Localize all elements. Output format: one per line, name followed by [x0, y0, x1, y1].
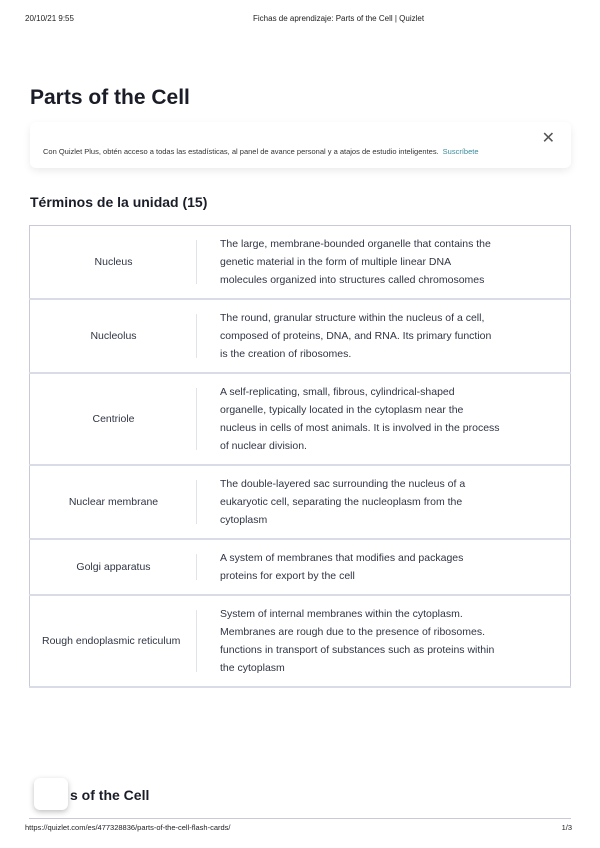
term-row: Nucleus The large, membrane-bounded organ…	[29, 225, 571, 300]
definition: The double-layered sac surrounding the n…	[197, 465, 571, 540]
term: Golgi apparatus	[29, 539, 197, 596]
definition: A self-replicating, small, fibrous, cyli…	[197, 373, 571, 466]
print-page-number: 1/3	[561, 823, 572, 832]
term-row: Golgi apparatus A system of membranes tha…	[29, 539, 571, 596]
upsell-banner: ✕ Con Quizlet Plus, obtén acceso a todas…	[30, 122, 571, 168]
banner-text: Con Quizlet Plus, obtén acceso a todas l…	[43, 147, 439, 156]
definition: System of internal membranes within the …	[197, 595, 571, 688]
print-doc-title: Fichas de aprendizaje: Parts of the Cell…	[253, 14, 425, 23]
term-row: Rough endoplasmic reticulum System of int…	[29, 595, 571, 688]
subscribe-link[interactable]: Suscríbete	[442, 147, 479, 156]
divider	[29, 818, 571, 819]
term-row: Centriole A self-replicating, small, fibr…	[29, 373, 571, 466]
term: Nucleolus	[29, 299, 197, 374]
term-row: Nuclear membrane The double-layered sac s…	[29, 465, 571, 540]
definition: The round, granular structure within the…	[197, 299, 571, 374]
page-title: Parts of the Cell	[30, 86, 190, 109]
term: Centriole	[29, 373, 197, 466]
print-datetime: 20/10/21 9:55	[25, 14, 74, 23]
terms-table: Nucleus The large, membrane-bounded organ…	[29, 225, 571, 688]
close-icon[interactable]: ✕	[541, 130, 555, 147]
floating-button[interactable]	[34, 778, 68, 810]
term: Nucleus	[29, 225, 197, 300]
term: Nuclear membrane	[29, 465, 197, 540]
definition: A system of membranes that modifies and …	[197, 539, 571, 596]
term: Rough endoplasmic reticulum	[29, 595, 197, 688]
definition: The large, membrane-bounded organelle th…	[197, 225, 571, 300]
next-section-title: s of the Cell	[70, 787, 150, 803]
section-title: Términos de la unidad (15)	[30, 194, 208, 210]
term-row: Nucleolus The round, granular structure w…	[29, 299, 571, 374]
print-url: https://quizlet.com/es/477328836/parts-o…	[25, 823, 231, 832]
